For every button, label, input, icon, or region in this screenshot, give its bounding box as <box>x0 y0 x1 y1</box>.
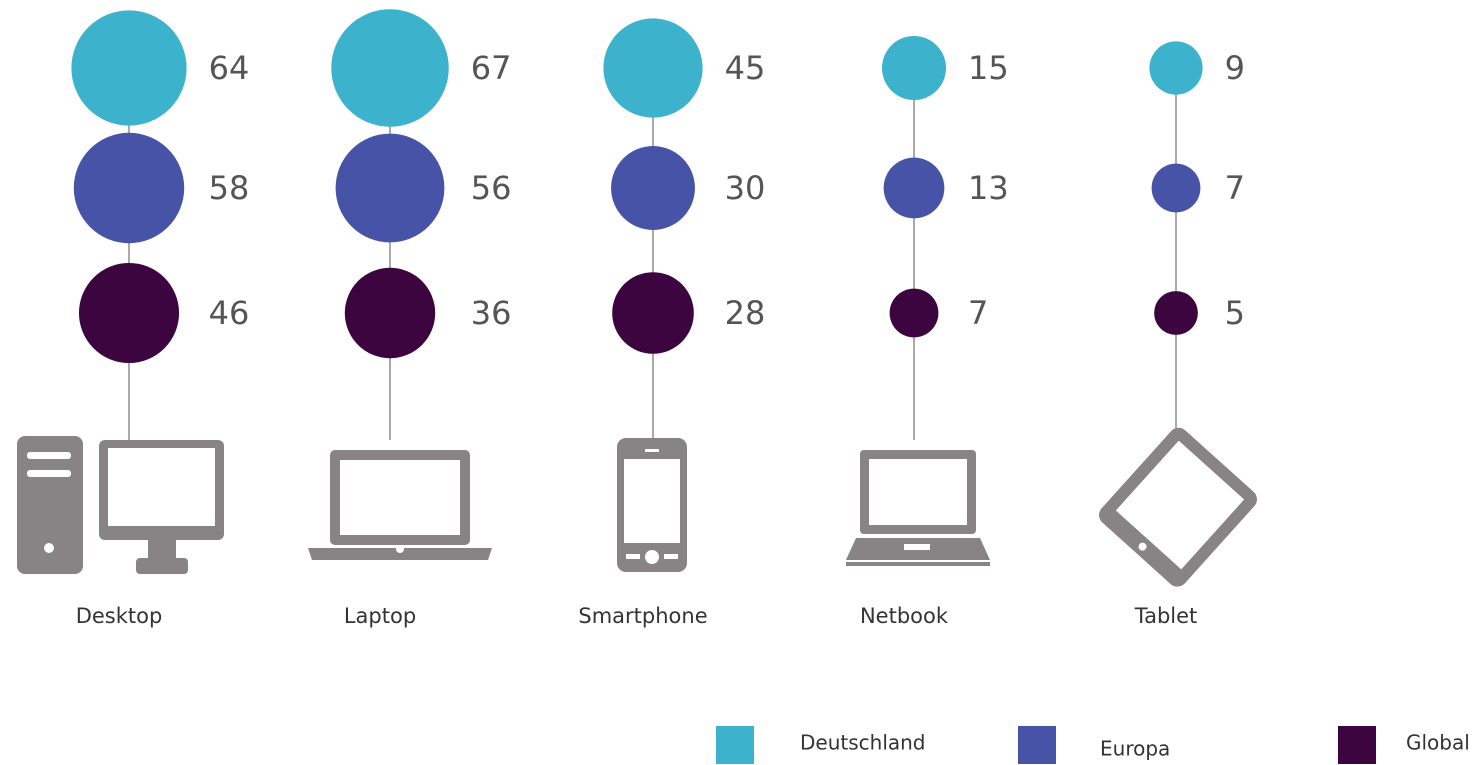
value-label: 7 <box>1225 169 1245 207</box>
bubble <box>603 18 703 118</box>
bubble <box>883 157 945 219</box>
value-label: 58 <box>209 169 250 207</box>
laptop-icon <box>308 450 492 560</box>
bubble <box>1154 291 1198 335</box>
bubble <box>335 133 445 243</box>
value-label: 7 <box>968 294 988 332</box>
bubble <box>611 146 695 230</box>
tablet-icon <box>1099 427 1257 587</box>
category-label: Tablet <box>1134 604 1198 628</box>
legend-swatch <box>1338 726 1376 764</box>
legend-swatch <box>716 726 754 764</box>
category-label: Smartphone <box>578 604 707 628</box>
value-label: 13 <box>968 169 1009 207</box>
bubble <box>78 262 180 364</box>
connectors <box>128 68 1177 440</box>
value-label: 28 <box>725 294 766 332</box>
value-label: 46 <box>209 294 250 332</box>
bubble <box>331 9 449 127</box>
category-label: Laptop <box>344 604 416 628</box>
netbook-icon <box>846 450 990 566</box>
value-label: 64 <box>209 49 250 87</box>
bubble <box>1151 163 1201 213</box>
value-label: 67 <box>471 49 512 87</box>
bubble <box>344 267 436 359</box>
desktop-icon <box>17 436 224 574</box>
legend-swatch <box>1018 726 1056 764</box>
value-label: 36 <box>471 294 512 332</box>
bubble <box>881 35 947 101</box>
legend-label: Global <box>1406 731 1470 755</box>
category-label: Desktop <box>76 604 163 628</box>
device-icons <box>17 427 1257 587</box>
bubbles <box>71 9 1203 364</box>
bubble <box>1149 41 1203 95</box>
value-label: 15 <box>968 49 1009 87</box>
bubble <box>71 10 187 126</box>
smartphone-icon <box>617 438 687 572</box>
value-label: 9 <box>1225 49 1245 87</box>
value-label: 30 <box>725 169 766 207</box>
value-label: 56 <box>471 169 512 207</box>
legend-label: Europa <box>1100 737 1170 761</box>
bubble <box>73 132 185 244</box>
legend-label: Deutschland <box>800 731 926 755</box>
category-label: Netbook <box>860 604 949 628</box>
value-label: 45 <box>725 49 766 87</box>
value-label: 5 <box>1225 294 1245 332</box>
bubble <box>612 272 694 354</box>
bubble <box>889 288 939 338</box>
